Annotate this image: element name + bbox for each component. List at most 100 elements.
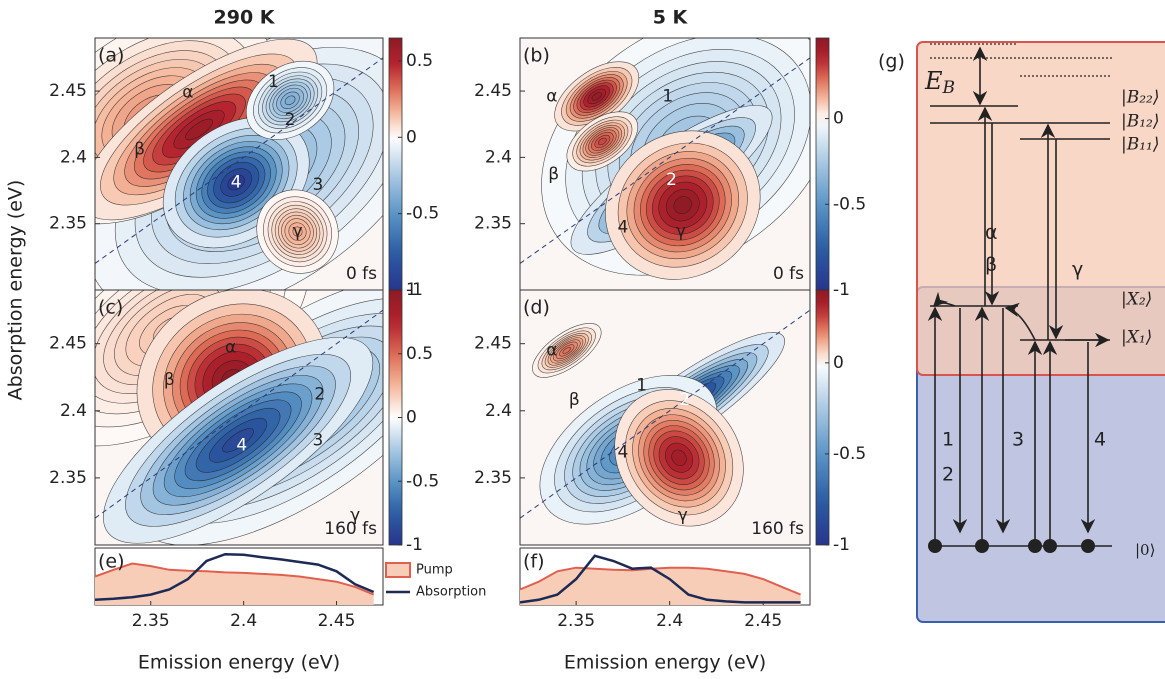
annotation: 2 bbox=[666, 170, 677, 190]
frame bbox=[94, 289, 384, 546]
column-title: 5 K bbox=[653, 7, 689, 29]
y-tick-label: 2.45 bbox=[474, 334, 512, 354]
y-tick-label: 2.35 bbox=[49, 468, 87, 488]
state-label: |B₁₁⟩ bbox=[1121, 135, 1159, 155]
x-tick-label: 2.45 bbox=[318, 611, 356, 631]
y-axis-label: Absorption energy (eV) bbox=[5, 180, 27, 401]
diagonal bbox=[520, 57, 810, 264]
contour bbox=[562, 346, 572, 354]
contour bbox=[597, 137, 607, 146]
colorbar-tick-label: -1 bbox=[833, 535, 850, 555]
colorbar-tick-label: -1 bbox=[406, 535, 423, 555]
legend-label: Absorption bbox=[416, 585, 486, 600]
panel-label: (b) bbox=[523, 45, 550, 67]
transition-label: β bbox=[985, 254, 997, 276]
annotation: β bbox=[569, 390, 580, 410]
x-tick-label: 2.4 bbox=[656, 611, 683, 631]
spectrum-line bbox=[94, 552, 375, 602]
annotation: γ bbox=[350, 505, 360, 525]
contour bbox=[671, 449, 687, 466]
panel-label: (g) bbox=[878, 51, 905, 73]
annotation: 4 bbox=[617, 442, 628, 462]
annotation: 4 bbox=[617, 218, 628, 238]
contour bbox=[227, 174, 245, 191]
relax-arrow bbox=[932, 291, 956, 308]
contour-map bbox=[520, 38, 810, 290]
transition-label: 2 bbox=[942, 464, 954, 486]
x-axis-label: Emission energy (eV) bbox=[138, 652, 340, 674]
contour bbox=[591, 92, 602, 101]
colorbar-tick-label: 0 bbox=[406, 408, 417, 428]
colorbar-tick-label: 0.5 bbox=[406, 344, 433, 364]
binding-energy: EB bbox=[924, 67, 955, 98]
colorbar-tick-label: -0.5 bbox=[833, 194, 866, 214]
contour bbox=[284, 95, 296, 106]
colorbar-tick-label: -0.5 bbox=[833, 444, 866, 464]
annotation: 2 bbox=[285, 110, 296, 130]
diagonal bbox=[95, 57, 383, 264]
annotation: 2 bbox=[679, 390, 690, 410]
colorbar bbox=[815, 37, 830, 291]
x-tick-label: 2.45 bbox=[744, 611, 782, 631]
colorbar-tick-label: 0 bbox=[833, 109, 844, 129]
time-label: 0 fs bbox=[773, 264, 804, 284]
annotation: β bbox=[164, 370, 175, 390]
y-tick-label: 2.35 bbox=[474, 468, 512, 488]
x-axis-label: Emission energy (eV) bbox=[564, 652, 766, 674]
y-tick-label: 2.35 bbox=[49, 214, 87, 234]
state-label: |0⟩ bbox=[1135, 541, 1155, 559]
dot bbox=[1081, 539, 1095, 553]
annotation: α bbox=[225, 338, 236, 358]
transition-label: 4 bbox=[1094, 429, 1106, 451]
spectrum-line bbox=[519, 554, 801, 604]
colorbar-tick-label: -0.5 bbox=[406, 471, 439, 491]
contour-map bbox=[95, 38, 383, 290]
y-tick-label: 2.45 bbox=[49, 81, 87, 101]
level-diagram: (g) EB |B₂₂⟩ |B₁₂⟩ |B₁₁⟩ |X₂⟩ |X₁⟩ |0⟩ α… bbox=[878, 41, 1165, 623]
diagonal bbox=[520, 309, 810, 519]
contour bbox=[185, 118, 213, 141]
x-tick-label: 2.35 bbox=[557, 611, 595, 631]
spectrum-line bbox=[519, 566, 801, 596]
contour bbox=[222, 428, 254, 453]
colorbar-tick-label: -1 bbox=[833, 280, 850, 300]
annotation: 1 bbox=[636, 375, 647, 395]
binding-sub: B bbox=[942, 78, 956, 98]
panel-label: (d) bbox=[523, 297, 550, 319]
annotation: α bbox=[546, 340, 557, 360]
panel-label: (f) bbox=[523, 551, 545, 573]
colorbar bbox=[815, 289, 830, 546]
panel-label: (a) bbox=[98, 45, 124, 67]
x-tick-label: 2.35 bbox=[132, 611, 170, 631]
spectrum-line bbox=[94, 562, 375, 596]
y-tick-label: 2.4 bbox=[485, 401, 512, 421]
annotation: 3 bbox=[313, 430, 324, 450]
annotation: 4 bbox=[231, 173, 242, 193]
annotation: γ bbox=[678, 505, 688, 525]
diagonal bbox=[95, 309, 383, 519]
colorbar-tick-label: -0.5 bbox=[406, 204, 439, 224]
pump-area bbox=[520, 567, 801, 605]
contour-map bbox=[95, 290, 383, 545]
panel-label: (c) bbox=[98, 297, 123, 319]
dot bbox=[1028, 539, 1042, 553]
annotation: 1 bbox=[662, 86, 673, 106]
colorbar bbox=[388, 37, 403, 291]
state-label: |B₂₂⟩ bbox=[1121, 88, 1159, 108]
transition-label: γ bbox=[1072, 259, 1083, 281]
transition-label: α bbox=[985, 222, 998, 244]
legend-label: Pump bbox=[416, 563, 453, 578]
contour bbox=[673, 196, 692, 214]
colorbar-tick-label: -1 bbox=[406, 280, 423, 300]
annotation: α bbox=[182, 82, 193, 102]
annotation: β bbox=[548, 165, 559, 185]
colorbar-tick-label: 0 bbox=[833, 353, 844, 373]
dot bbox=[975, 539, 989, 553]
time-label: 160 fs bbox=[751, 519, 804, 539]
binding-main: E bbox=[924, 67, 943, 95]
column-title: 290 K bbox=[214, 7, 276, 29]
y-tick-label: 2.4 bbox=[60, 401, 87, 421]
transition-label: 3 bbox=[1012, 429, 1024, 451]
y-tick-label: 2.45 bbox=[474, 81, 512, 101]
